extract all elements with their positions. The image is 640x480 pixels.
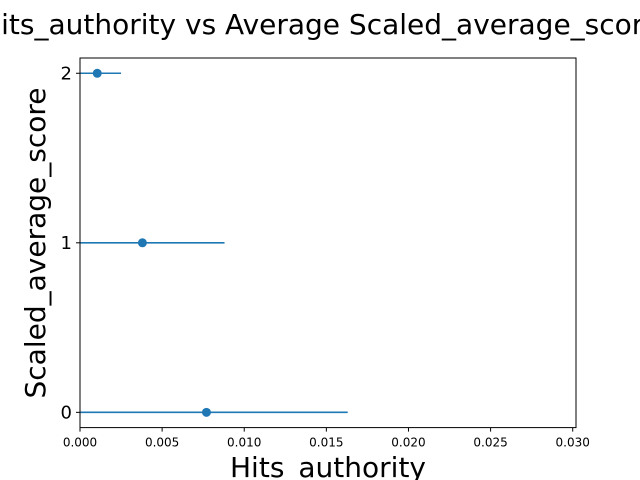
x-tick-label: 0.010 [227, 436, 261, 450]
y-axis-label: Scaled_average_score [19, 88, 52, 399]
plot-marks [80, 68, 348, 417]
x-tick-label: 0.015 [309, 436, 343, 450]
x-tick-label: 0.000 [63, 436, 97, 450]
y-axis-ticks: 0 1 2 [61, 63, 80, 423]
x-tick-label: 0.030 [556, 436, 590, 450]
data-point [137, 238, 147, 248]
x-axis-label: Hits_authority [230, 451, 426, 480]
data-point [201, 407, 211, 417]
y-tick-label: 2 [61, 63, 72, 84]
y-tick-label: 1 [61, 233, 72, 254]
x-axis-ticks: 0.000 0.005 0.010 0.015 0.020 0.025 0.030 [63, 427, 590, 450]
x-tick-label: 0.020 [391, 436, 425, 450]
data-point [92, 68, 102, 78]
y-tick-label: 0 [61, 402, 72, 423]
x-tick-label: 0.005 [145, 436, 179, 450]
x-tick-label: 0.025 [473, 436, 507, 450]
plot-frame [79, 57, 577, 429]
chart-title: Hits_authority vs Average Scaled_average… [0, 8, 640, 41]
